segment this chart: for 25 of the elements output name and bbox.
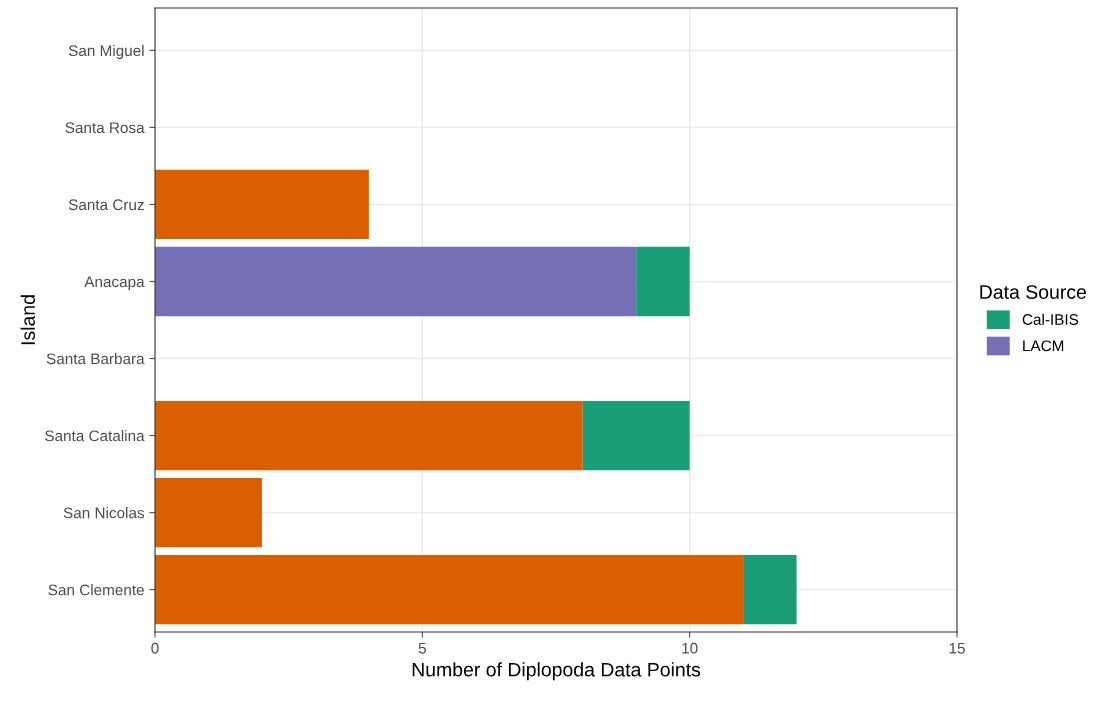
bar: [743, 554, 797, 625]
y-tick-label: Santa Cruz: [68, 199, 144, 211]
bar: [155, 477, 262, 548]
y-tick-label: Santa Rosa: [65, 122, 145, 134]
x-tick-label: 15: [949, 642, 965, 654]
x-tick-label: 5: [418, 642, 426, 654]
y-tick-label: San Clemente: [48, 584, 144, 596]
bar: [155, 169, 369, 240]
bar: [636, 246, 690, 317]
legend-title: Data Source: [980, 285, 1086, 299]
bar: [155, 400, 583, 471]
y-tick-label: San Miguel: [68, 44, 144, 60]
y-tick-label: San Nicolas: [63, 507, 145, 519]
y-tick-label: Santa Catalina: [45, 430, 145, 442]
y-tick-label: Santa Barbara: [46, 352, 145, 365]
legend-label: Cal-IBIS: [1022, 313, 1079, 325]
bar: [155, 246, 637, 317]
bar: [582, 400, 690, 471]
x-tick-label: 0: [151, 642, 159, 654]
legend-label: LACM: [1023, 340, 1064, 352]
bar: [155, 554, 744, 625]
y-tick-label: Anacapa: [84, 276, 145, 291]
x-tick-label: 10: [682, 642, 698, 654]
y-axis-title: Island: [20, 295, 35, 345]
x-axis-title: Number of Diplopoda Data Points: [412, 662, 701, 681]
